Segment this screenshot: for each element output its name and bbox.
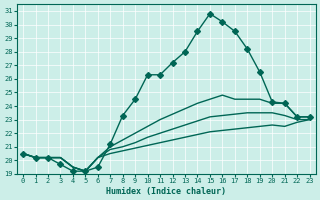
X-axis label: Humidex (Indice chaleur): Humidex (Indice chaleur) — [106, 187, 226, 196]
